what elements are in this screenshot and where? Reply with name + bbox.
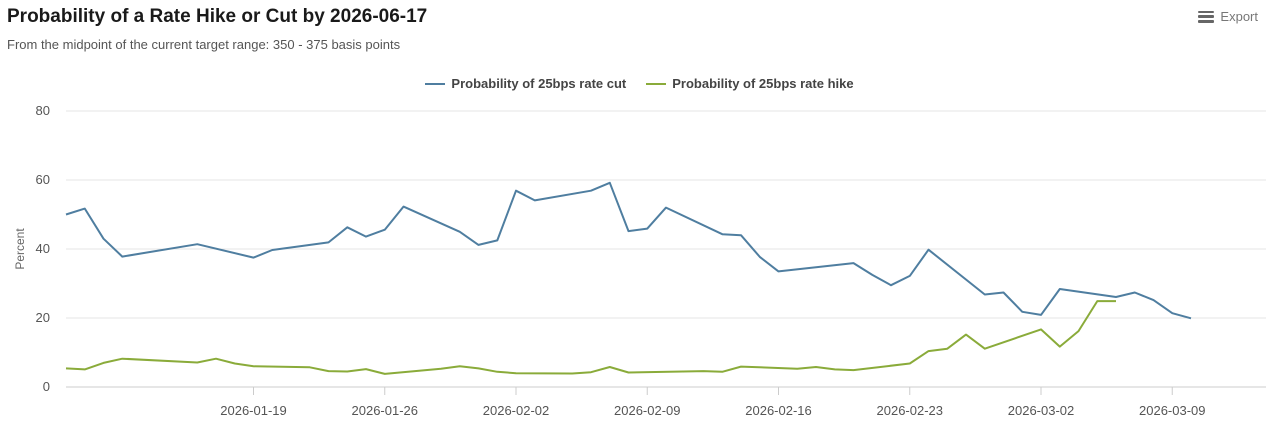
y-axis-ticks: 0 20 40 60 80 — [36, 103, 50, 394]
x-axis-ticks: 2026-01-19 2026-01-26 2026-02-02 2026-02-09… — [220, 387, 1206, 418]
export-label: Export — [1220, 9, 1258, 24]
y-tick-label: 40 — [36, 241, 50, 256]
menu-icon — [1198, 10, 1215, 23]
y-axis-title: Percent — [13, 228, 27, 270]
series-line-rate-hike[interactable] — [65, 300, 1116, 375]
export-button[interactable]: Export — [1198, 9, 1258, 24]
x-tick-label: 2026-03-02 — [1008, 403, 1075, 418]
x-tick-label: 2026-02-23 — [877, 403, 944, 418]
chart-subtitle: From the midpoint of the current target … — [7, 37, 401, 52]
y-tick-label: 20 — [36, 310, 50, 325]
legend-item-rate-hike[interactable]: Probability of 25bps rate hike — [646, 76, 854, 91]
legend-label-rate-cut: Probability of 25bps rate cut — [451, 76, 627, 91]
chart-title: Probability of a Rate Hike or Cut by 202… — [7, 6, 428, 27]
y-tick-label: 60 — [36, 172, 50, 187]
y-tick-label: 0 — [43, 379, 50, 394]
legend-swatch-rate-cut — [425, 82, 446, 85]
legend-label-rate-hike: Probability of 25bps rate hike — [672, 76, 854, 91]
legend-item-rate-cut[interactable]: Probability of 25bps rate cut — [425, 76, 626, 91]
x-tick-label: 2026-02-02 — [483, 403, 550, 418]
series-line-rate-cut[interactable] — [65, 181, 1192, 320]
legend-swatch-rate-hike — [646, 82, 667, 85]
x-tick-label: 2026-02-16 — [745, 403, 812, 418]
x-tick-label: 2026-03-09 — [1139, 403, 1206, 418]
grid-lines — [66, 110, 1266, 388]
x-tick-label: 2026-02-09 — [614, 403, 681, 418]
series-lines — [65, 181, 1192, 375]
x-tick-label: 2026-01-26 — [352, 403, 419, 418]
y-tick-label: 80 — [36, 103, 50, 118]
x-tick-label: 2026-01-19 — [220, 403, 287, 418]
chart-legend: Probability of 25bps rate cut Probabilit… — [0, 76, 1279, 91]
